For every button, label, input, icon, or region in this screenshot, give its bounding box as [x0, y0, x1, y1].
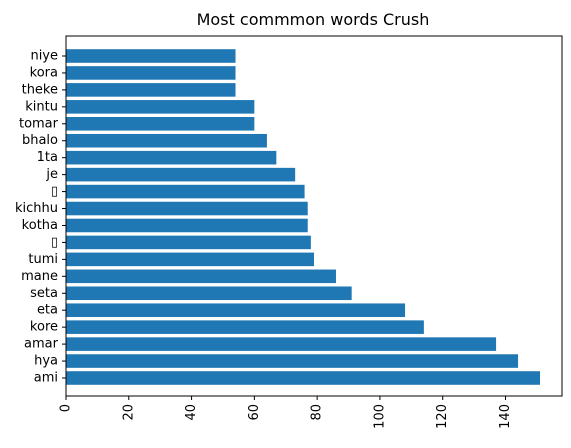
bar-7 — [66, 252, 314, 267]
bar-4 — [66, 303, 406, 317]
y-tick-label: ▯ — [51, 184, 58, 199]
bar-14 — [66, 133, 267, 148]
bar-12 — [66, 167, 296, 182]
y-tick-label: amar — [24, 337, 59, 352]
bar-17 — [66, 83, 236, 97]
y-tick-label: kintu — [25, 99, 58, 114]
y-tick-label: kotha — [22, 218, 58, 233]
bar-5 — [66, 286, 352, 301]
y-tick-label: eta — [37, 303, 58, 318]
bar-2 — [66, 337, 497, 351]
bar-9 — [66, 218, 308, 233]
x-tick-label: 120 — [435, 404, 450, 429]
y-tick-label: niye — [30, 49, 58, 64]
bar-18 — [66, 66, 236, 80]
bar-19 — [66, 49, 236, 63]
bar-3 — [66, 320, 424, 334]
bar-0 — [66, 371, 541, 385]
bar-15 — [66, 117, 255, 131]
y-tick-label: ami — [34, 371, 58, 386]
y-tick-label: hya — [34, 354, 58, 369]
x-axis-ticks: 0 20 40 60 80 100 120 140 — [59, 396, 513, 429]
y-tick-label: mane — [21, 269, 58, 284]
y-tick-label: seta — [30, 286, 58, 301]
y-tick-label: kore — [30, 320, 58, 335]
y-tick-label: ▯ — [51, 235, 58, 250]
y-tick-label: kora — [30, 65, 58, 80]
x-tick-label: 60 — [247, 404, 262, 421]
y-tick-label: kichhu — [15, 201, 58, 216]
bar-10 — [66, 201, 308, 216]
x-tick-label: 140 — [498, 404, 513, 429]
x-tick-label: 80 — [310, 404, 325, 421]
bar-6 — [66, 269, 336, 284]
x-tick-label: 0 — [59, 404, 74, 412]
bar-13 — [66, 150, 277, 165]
x-tick-label: 100 — [372, 404, 387, 429]
plot-frame — [65, 35, 563, 397]
y-tick-label: tumi — [28, 252, 58, 267]
y-tick-label: theke — [22, 82, 58, 97]
y-tick-label: je — [45, 167, 58, 182]
y-axis-ticks: ami hya amar kore eta seta mane tumi ▯ kotha kichh… — [15, 49, 66, 386]
bar-8 — [66, 235, 311, 250]
y-tick-label: bhalo — [22, 133, 58, 148]
bars-group — [66, 49, 541, 385]
y-tick-label: 1ta — [37, 150, 58, 165]
x-tick-label: 20 — [121, 404, 136, 421]
bar-1 — [66, 354, 519, 368]
x-tick-label: 40 — [184, 404, 199, 421]
y-tick-label: tomar — [19, 116, 59, 131]
chart-title: Most commmon words Crush — [197, 10, 430, 29]
bar-11 — [66, 184, 305, 199]
bar-16 — [66, 100, 255, 114]
